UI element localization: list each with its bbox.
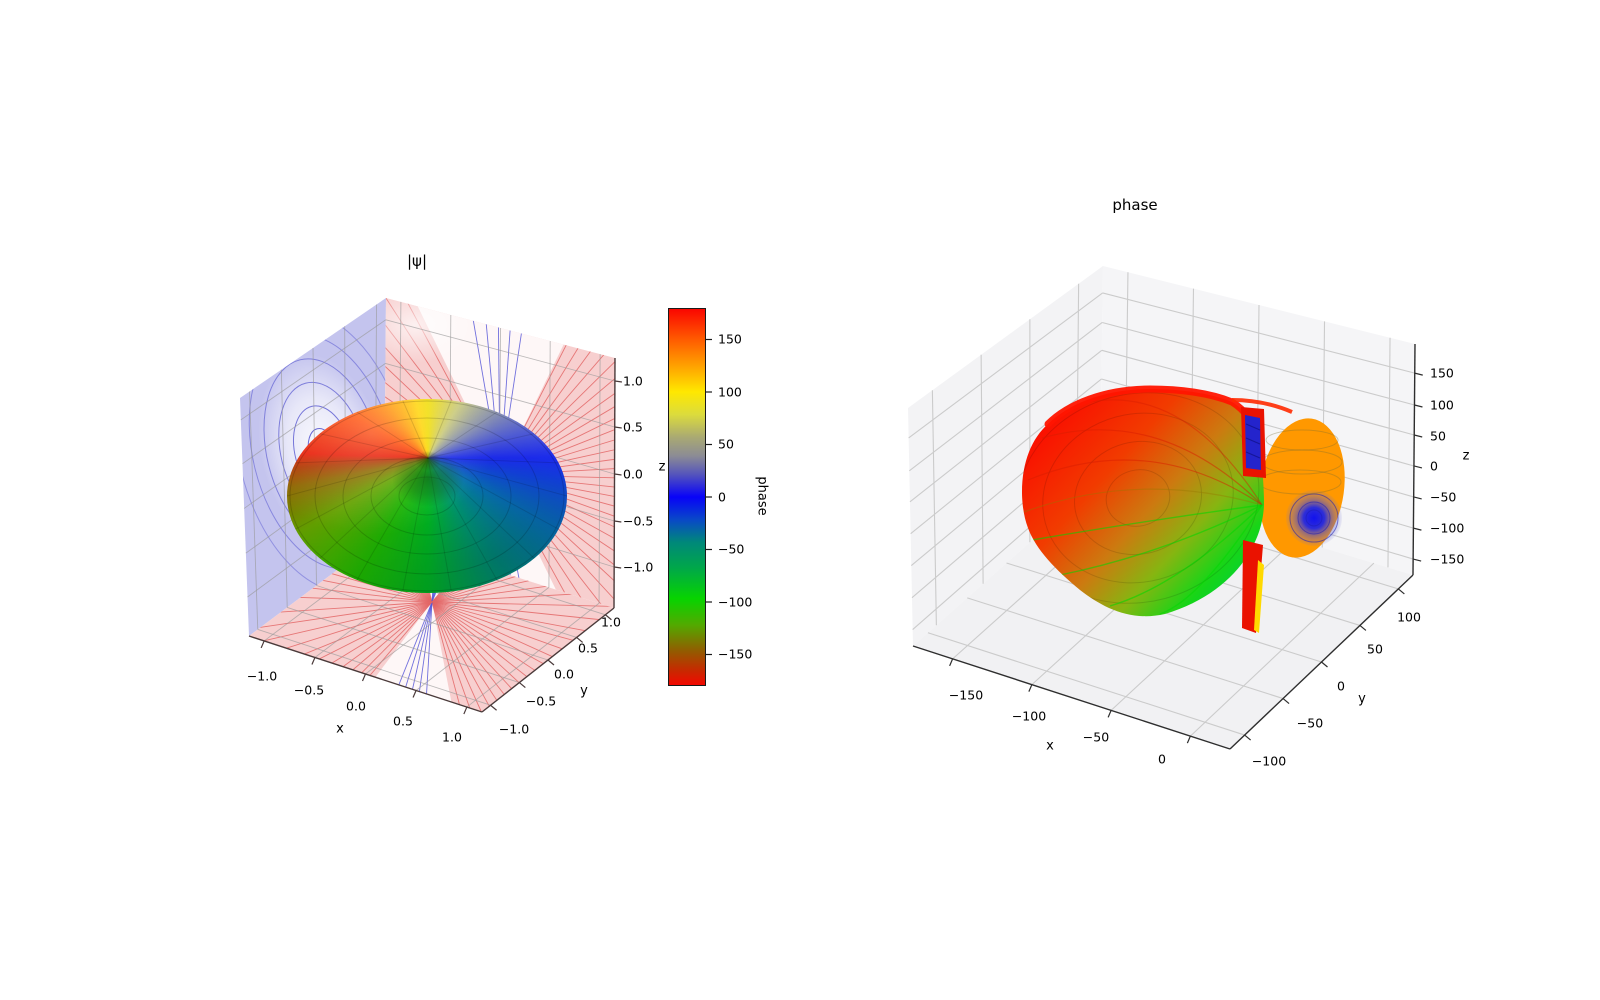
left-plot-title: |ψ|: [406, 252, 428, 270]
psi-torus-wireframe: [287, 400, 567, 592]
phase-surface: [1022, 385, 1345, 633]
phase-colorbar: [668, 308, 706, 686]
colorbar-label: phase: [754, 476, 770, 516]
colorbar-ticks: [706, 338, 712, 656]
right-plot: [908, 266, 1423, 750]
right-plot-title: phase: [1112, 196, 1158, 214]
